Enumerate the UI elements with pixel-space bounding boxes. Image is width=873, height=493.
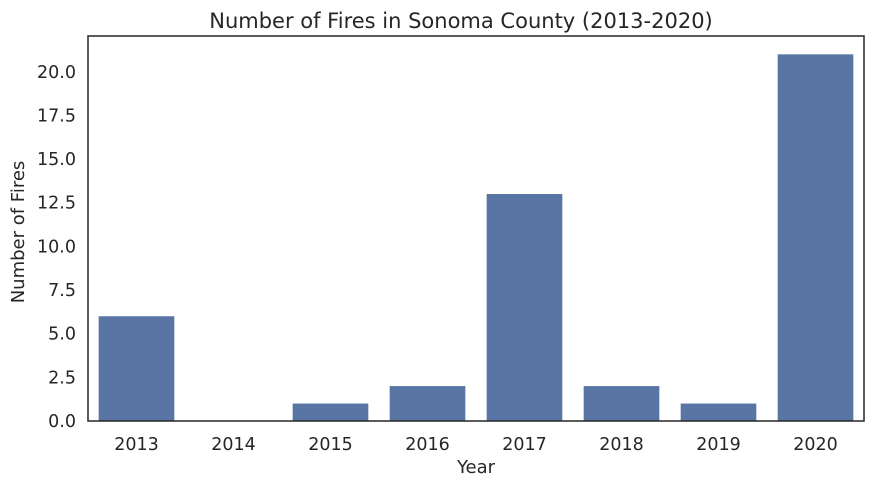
plot-frame [87,35,865,422]
bar-2013 [98,316,175,421]
y-tick-label: 5.0 [48,325,76,345]
bar-2015 [292,403,369,421]
x-tick-label: 2018 [599,435,644,455]
x-tick-label: 2014 [211,435,256,455]
bar-2016 [389,386,466,421]
x-tick-label: 2015 [308,435,353,455]
y-tick-label: 17.5 [37,106,76,126]
x-axis-ticks: 2013 2014 2015 2016 2017 2018 2019 2020 [114,435,838,455]
x-tick-label: 2019 [696,435,741,455]
y-tick-label: 0.0 [48,412,76,432]
y-tick-label: 10.0 [37,237,76,257]
y-tick-label: 12.5 [37,194,76,214]
bar-2018 [583,386,660,421]
x-tick-label: 2013 [114,435,159,455]
y-tick-label: 15.0 [37,150,76,170]
x-tick-label: 2017 [502,435,547,455]
y-axis-ticks: 0.0 2.5 5.0 7.5 10.0 12.5 15.0 17.5 20.0 [37,63,76,432]
y-axis-label: Number of Fires [8,161,29,304]
bar-2019 [680,403,757,421]
x-tick-label: 2016 [405,435,450,455]
y-tick-label: 20.0 [37,63,76,83]
bars-group [98,54,854,421]
bar-2017 [486,194,563,421]
x-tick-label: 2020 [793,435,838,455]
chart-title: Number of Fires in Sonoma County (2013-2… [209,9,713,33]
y-tick-label: 7.5 [48,281,76,301]
bar-2020 [777,54,854,421]
x-axis-label: Year [456,457,496,478]
y-tick-label: 2.5 [48,368,76,388]
